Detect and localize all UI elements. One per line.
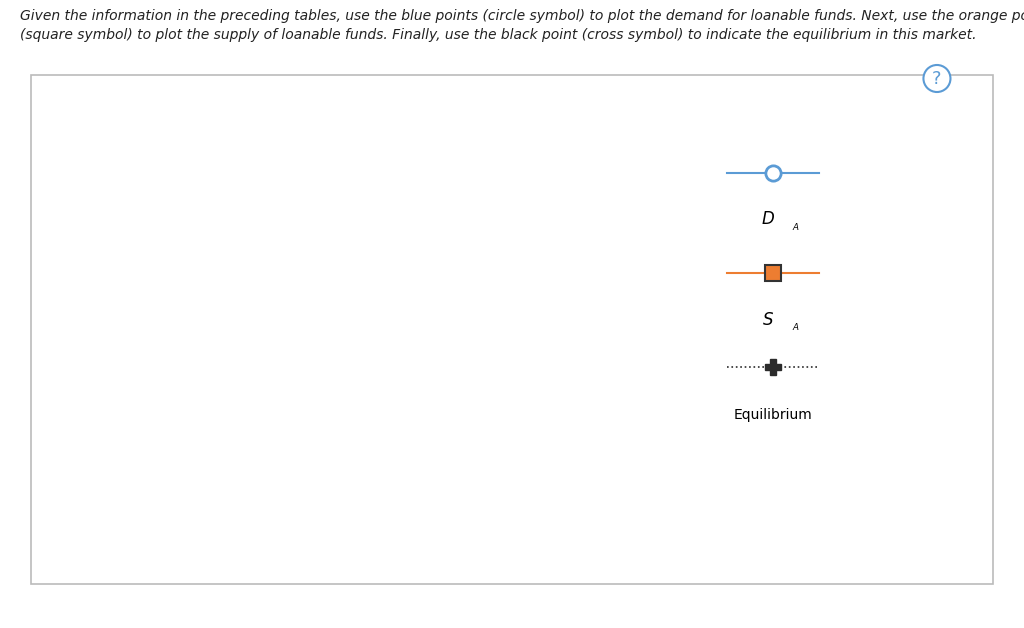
- Text: Given the information in the preceding tables, use the blue points (circle symbo: Given the information in the preceding t…: [20, 9, 1024, 23]
- Text: $D$: $D$: [761, 210, 775, 229]
- X-axis label: QUANTITY OF LOANABLE FUNDS (Billions of dollars): QUANTITY OF LOANABLE FUNDS (Billions of …: [198, 570, 560, 583]
- Text: Equilibrium: Equilibrium: [734, 408, 812, 422]
- Text: (square symbol) to plot the supply of loanable funds. Finally, use the black poi: (square symbol) to plot the supply of lo…: [20, 28, 977, 42]
- Title: Market for Loanable Funds: Market for Loanable Funds: [264, 119, 494, 134]
- Text: ?: ?: [932, 70, 942, 87]
- Y-axis label: INTEREST RATE (Percent): INTEREST RATE (Percent): [65, 253, 77, 431]
- Text: $S$: $S$: [762, 311, 774, 329]
- Text: $_A$: $_A$: [792, 320, 800, 333]
- Text: $_A$: $_A$: [792, 220, 800, 233]
